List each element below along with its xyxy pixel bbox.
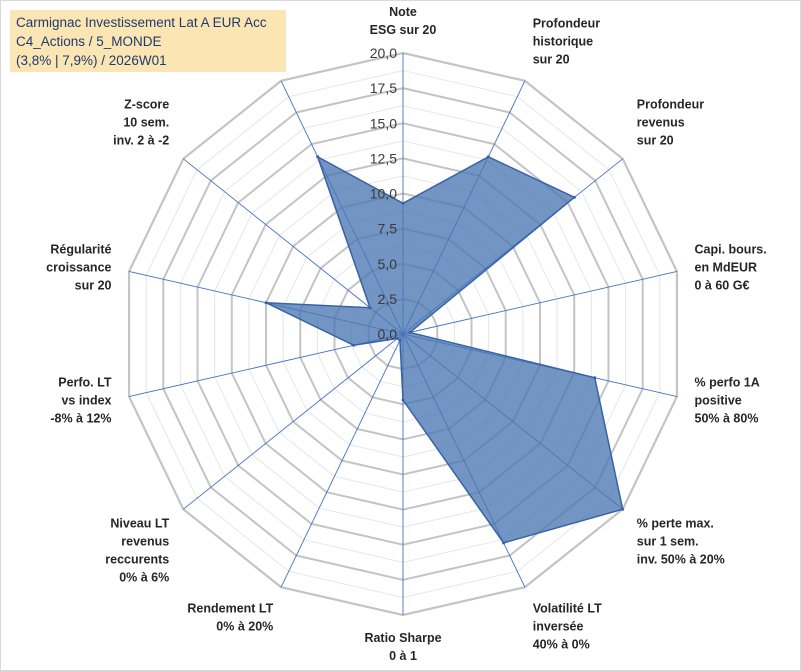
axis-spoke	[402, 271, 678, 335]
title-category: C4_Actions / 5_MONDE	[16, 34, 162, 49]
data-point	[593, 376, 597, 380]
category-label: Note ESG sur 20	[370, 5, 437, 37]
series-layer	[264, 155, 625, 545]
data-point	[264, 301, 268, 305]
title-period: (3,8% | 7,9%) / 2026W01	[16, 53, 167, 68]
data-point	[316, 155, 320, 159]
data-point	[398, 338, 402, 342]
data-point	[396, 336, 400, 340]
tick-label: 0,0	[378, 326, 398, 342]
category-label: % perte max. sur 1 sem. inv. 50% à 20%	[637, 516, 725, 566]
category-label: Perfo. LT vs index -8% à 12%	[50, 376, 112, 426]
data-point	[572, 195, 576, 199]
tick-label: 5,0	[378, 256, 398, 272]
axis-spoke	[183, 158, 404, 335]
data-point	[401, 398, 405, 402]
tick-label: 20,0	[370, 45, 397, 61]
chart-title-box: Carmignac Investissement Lat A EUR Acc C…	[10, 10, 286, 72]
data-point	[502, 541, 506, 545]
axis-spoke	[280, 333, 404, 588]
data-point	[401, 201, 405, 205]
data-point	[621, 507, 625, 511]
data-point	[368, 306, 372, 310]
category-label: Profondeur revenus sur 20	[637, 98, 704, 148]
tick-label: 15,0	[370, 115, 397, 131]
category-label: Capi. bours. en MdEUR 0 à 60 G€	[695, 242, 767, 292]
data-point	[486, 155, 490, 159]
tick-label: 7,5	[378, 221, 398, 237]
category-label: Niveau LT revenus reccurents 0% à 6%	[105, 516, 169, 584]
data-point	[408, 330, 412, 334]
category-label: Z-score 10 sem. inv. 2 à -2	[113, 98, 169, 148]
category-label: Volatilité LT inversée 40% à 0%	[533, 601, 602, 651]
category-label: Rendement LT 0% à 20%	[187, 601, 273, 633]
tick-label: 17,5	[370, 80, 397, 96]
axis-spoke	[183, 333, 404, 510]
data-point	[352, 343, 356, 347]
tick-label: 2,5	[378, 291, 398, 307]
tick-label: 10,0	[370, 186, 397, 202]
category-label: Profondeur historique sur 20	[533, 17, 600, 67]
title-fund-name: Carmignac Investissement Lat A EUR Acc	[16, 15, 267, 30]
category-label: Ratio Sharpe 0 à 1	[364, 631, 441, 663]
tick-label: 12,5	[370, 150, 397, 166]
category-label: Régularité croissance sur 20	[46, 242, 111, 292]
series-area	[265, 155, 624, 544]
tick-labels: 0,0 2,5 5,0 7,5 10,0 12,5 15,0 17,5 20,0	[370, 45, 397, 342]
category-label: % perfo 1A positive 50% à 80%	[695, 376, 760, 426]
